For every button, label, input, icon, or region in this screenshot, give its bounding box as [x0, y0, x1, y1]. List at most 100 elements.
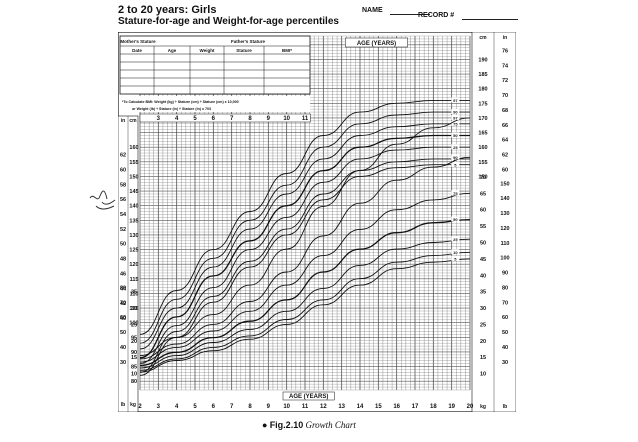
- stature-cm-tick: 130: [129, 233, 138, 239]
- weight-percentile-label: 10: [453, 250, 458, 255]
- stature-cm-tick-right: 160: [478, 145, 487, 151]
- weight-kg-tick-right: 65: [480, 191, 486, 197]
- unit-in-left: in: [121, 118, 125, 124]
- age-label-top-box: [345, 37, 408, 48]
- stature-cm-tick-right: 155: [478, 160, 487, 166]
- age-tick-top: 12: [320, 32, 327, 33]
- age-tick-bottom: 4: [175, 404, 179, 410]
- stature-curve-p50: [139, 134, 470, 359]
- unit-cm-right: cm: [479, 35, 487, 41]
- stature-curve-p90: [139, 111, 470, 344]
- stature-cm-tick: 135: [129, 218, 138, 224]
- stature-curve-p97: [139, 99, 471, 335]
- stature-cm-tick: 85: [131, 365, 137, 371]
- weight-kg-tick-right: 45: [480, 257, 486, 263]
- age-tick-inner: 4: [175, 116, 179, 122]
- stature-percentile-label: 25: [453, 145, 458, 150]
- stature-in-tick: 46: [120, 271, 126, 277]
- stature-cm-tick: 120: [129, 262, 138, 268]
- weight-lb-tick-right: 140: [500, 196, 509, 202]
- weight-percentile-label: 25: [453, 237, 458, 242]
- stature-cm-tick-right: 175: [478, 101, 487, 107]
- weight-lb-tick-right: 80: [502, 285, 508, 291]
- bmi-note-bg: [120, 96, 310, 112]
- stature-cm-tick: 105: [129, 306, 138, 312]
- age-tick-bottom: 8: [248, 404, 252, 410]
- info-col-header: Date: [132, 48, 142, 53]
- stature-cm-tick: 160: [129, 145, 138, 151]
- weight-lb-tick-left: 50: [120, 330, 126, 336]
- stature-cm-tick-right: 170: [478, 116, 487, 122]
- weight-lb-tick-right: 90: [502, 271, 508, 277]
- handwritten-annotation: [89, 190, 116, 210]
- stature-in-tick: 50: [120, 242, 126, 248]
- stature-cm-tick: 145: [129, 189, 138, 195]
- age-tick-bottom: 14: [357, 404, 364, 410]
- stature-in-tick: 60: [120, 167, 126, 173]
- name-label: NAME: [362, 7, 383, 14]
- stature-in-tick: 52: [120, 227, 126, 233]
- weight-lb-tick-right: 110: [501, 241, 510, 247]
- stature-cm-tick-right: 185: [478, 72, 487, 78]
- stature-in-tick: 54: [120, 212, 127, 218]
- figure-caption: ● Fig.2.10 Growth Chart: [262, 420, 356, 430]
- weight-lb-tick-left: 60: [120, 315, 126, 321]
- weight-kg-tick-left: 30: [131, 306, 137, 312]
- bmi-note-line1: *To Calculate BMI: Weight (kg) ÷ Stature…: [122, 100, 239, 104]
- bmi-note-line2: or Weight (lb) ÷ Stature (in) ÷ Stature …: [132, 107, 211, 111]
- age-tick-top: 16: [393, 32, 400, 33]
- stature-percentile-label: 97: [453, 98, 458, 103]
- stature-curve-p5: [139, 164, 470, 376]
- weight-kg-tick-right: 50: [480, 241, 486, 247]
- unit-lb-left: lb: [121, 402, 125, 408]
- weight-lb-tick-left: 30: [120, 360, 126, 366]
- weight-kg-tick-left: 25: [131, 322, 137, 328]
- unit-kg-left: kg: [130, 402, 136, 408]
- stature-curve-p25: [139, 146, 470, 365]
- stature-in-tick: 58: [120, 182, 126, 188]
- chart-subtitle: Stature-for-age and Weight-for-age perce…: [118, 16, 339, 27]
- mothers-stature-label: Mother's Stature: [120, 39, 156, 44]
- info-col-header: BMI*: [282, 48, 292, 53]
- age-tick-inner: 11: [302, 116, 309, 122]
- stature-in-tick-right: 76: [502, 49, 508, 55]
- stature-in-tick: 40: [120, 316, 126, 322]
- stature-percentile-label: 50: [453, 133, 458, 138]
- weight-kg-tick-right: 55: [480, 224, 486, 230]
- stature-in-tick: 48: [120, 257, 126, 263]
- stature-in-tick: 56: [120, 197, 126, 203]
- weight-kg-tick-left: 15: [131, 355, 137, 361]
- age-tick-bottom: 20: [467, 404, 474, 410]
- stature-in-tick-right: 62: [502, 153, 508, 159]
- stature-cm-tick: 140: [129, 204, 138, 210]
- weight-kg-tick-right: 10: [480, 372, 486, 378]
- stature-cm-tick: 150: [129, 174, 138, 180]
- stature-in-tick-right: 74: [502, 63, 509, 69]
- stature-percentile-label: 90: [453, 110, 458, 115]
- age-tick-bottom: 2: [138, 404, 142, 410]
- weight-lb-tick-right: 130: [500, 211, 509, 217]
- stature-curve-p10: [139, 158, 470, 373]
- age-tick-bottom: 17: [412, 404, 419, 410]
- weight-lb-tick-right: 120: [500, 226, 509, 232]
- age-tick-bottom: 9: [267, 404, 271, 410]
- age-tick-inner: 6: [212, 116, 216, 122]
- stature-in-tick: 42: [120, 301, 126, 307]
- age-tick-top: 14: [357, 32, 364, 33]
- stature-cm-tick: 115: [130, 277, 139, 283]
- age-label-bottom-box: [282, 391, 335, 401]
- weight-kg-tick-right: 20: [480, 339, 486, 345]
- age-tick-bottom: 11: [302, 404, 309, 410]
- weight-lb-tick-right: 40: [502, 345, 508, 351]
- inner-age-row: [139, 113, 311, 123]
- stature-cm-tick-right: 165: [478, 131, 487, 137]
- stature-cm-tick-right: 190: [478, 57, 487, 63]
- weight-kg-tick-right: 60: [480, 208, 486, 214]
- stature-cm-tick: 110: [130, 291, 139, 297]
- figure-text: Growth Chart: [305, 420, 356, 430]
- age-label-bottom: AGE (YEARS): [289, 394, 328, 400]
- weight-lb-tick-right: 70: [502, 300, 508, 306]
- stature-cm-tick: 90: [131, 350, 137, 356]
- info-col-header: Stature: [236, 48, 252, 53]
